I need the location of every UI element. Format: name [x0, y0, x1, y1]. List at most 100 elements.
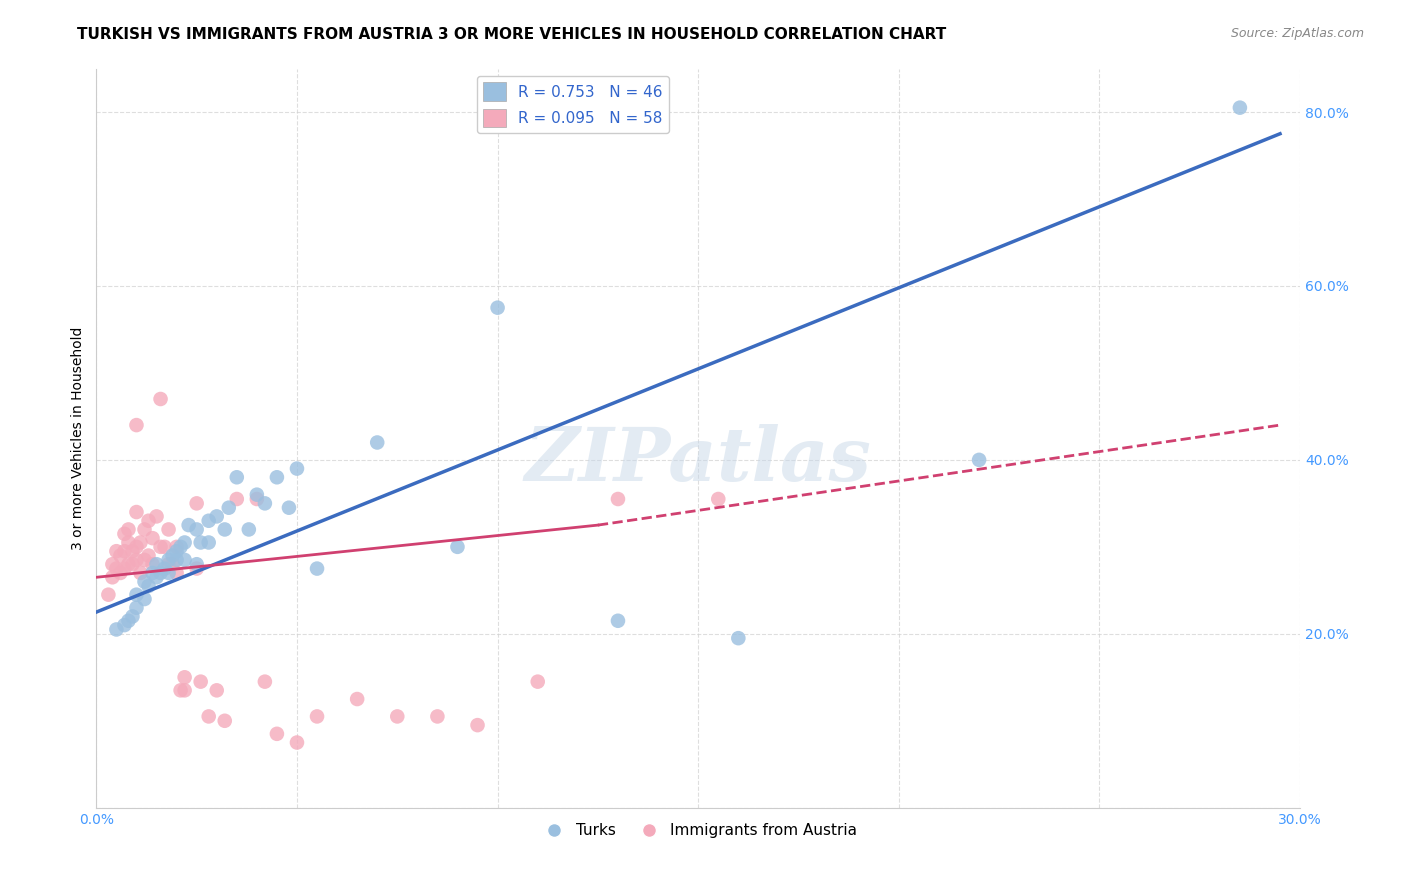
Point: [153, 561, 176, 575]
Point: [967, 453, 990, 467]
Point: [125, 418, 148, 433]
Legend: Turks, Immigrants from Austria: Turks, Immigrants from Austria: [533, 817, 863, 845]
Point: [149, 566, 172, 580]
Point: [105, 544, 128, 558]
Point: [225, 470, 247, 484]
Point: [246, 491, 269, 506]
Point: [117, 558, 139, 572]
Point: [467, 718, 489, 732]
Point: [157, 523, 180, 537]
Point: [101, 558, 124, 572]
Point: [162, 549, 184, 563]
Point: [238, 523, 260, 537]
Point: [166, 544, 188, 558]
Point: [173, 535, 195, 549]
Point: [387, 709, 409, 723]
Point: [607, 614, 630, 628]
Point: [145, 558, 167, 572]
Point: [166, 553, 188, 567]
Point: [157, 558, 180, 572]
Point: [141, 566, 163, 580]
Point: [138, 579, 160, 593]
Point: [125, 600, 148, 615]
Point: [114, 544, 136, 558]
Point: [169, 540, 191, 554]
Point: [149, 392, 172, 406]
Point: [305, 709, 328, 723]
Point: [129, 535, 152, 549]
Point: [205, 509, 228, 524]
Point: [117, 614, 139, 628]
Point: [125, 553, 148, 567]
Point: [253, 674, 276, 689]
Point: [117, 523, 139, 537]
Point: [157, 566, 180, 580]
Point: [197, 709, 219, 723]
Point: [225, 491, 247, 506]
Point: [426, 709, 449, 723]
Point: [166, 540, 188, 554]
Point: [305, 561, 328, 575]
Text: TURKISH VS IMMIGRANTS FROM AUSTRIA 3 OR MORE VEHICLES IN HOUSEHOLD CORRELATION C: TURKISH VS IMMIGRANTS FROM AUSTRIA 3 OR …: [77, 27, 946, 42]
Point: [1229, 101, 1251, 115]
Point: [114, 526, 136, 541]
Y-axis label: 3 or more Vehicles in Household: 3 or more Vehicles in Household: [72, 326, 86, 549]
Point: [121, 609, 143, 624]
Point: [253, 496, 276, 510]
Point: [125, 588, 148, 602]
Point: [121, 544, 143, 558]
Point: [486, 301, 509, 315]
Point: [105, 561, 128, 575]
Point: [205, 683, 228, 698]
Point: [134, 523, 156, 537]
Point: [173, 670, 195, 684]
Point: [190, 674, 212, 689]
Point: [446, 540, 468, 554]
Point: [110, 549, 132, 563]
Point: [138, 514, 160, 528]
Point: [157, 553, 180, 567]
Point: [101, 570, 124, 584]
Point: [190, 535, 212, 549]
Point: [186, 558, 208, 572]
Point: [366, 435, 388, 450]
Point: [134, 553, 156, 567]
Point: [105, 623, 128, 637]
Point: [526, 674, 548, 689]
Point: [727, 631, 749, 645]
Point: [138, 549, 160, 563]
Point: [117, 535, 139, 549]
Point: [197, 514, 219, 528]
Point: [197, 535, 219, 549]
Point: [173, 553, 195, 567]
Point: [129, 566, 152, 580]
Point: [145, 570, 167, 584]
Point: [153, 540, 176, 554]
Point: [134, 592, 156, 607]
Point: [285, 735, 308, 749]
Point: [266, 727, 288, 741]
Point: [145, 509, 167, 524]
Point: [114, 561, 136, 575]
Point: [125, 540, 148, 554]
Text: ZIPatlas: ZIPatlas: [524, 424, 872, 497]
Point: [346, 692, 368, 706]
Point: [166, 566, 188, 580]
Point: [141, 531, 163, 545]
Point: [173, 683, 195, 698]
Point: [141, 558, 163, 572]
Point: [186, 523, 208, 537]
Point: [186, 561, 208, 575]
Point: [134, 574, 156, 589]
Point: [114, 618, 136, 632]
Point: [125, 505, 148, 519]
Point: [214, 714, 236, 728]
Point: [149, 540, 172, 554]
Point: [177, 518, 200, 533]
Point: [607, 491, 630, 506]
Point: [278, 500, 301, 515]
Point: [162, 558, 184, 572]
Point: [121, 558, 143, 572]
Point: [214, 523, 236, 537]
Point: [169, 683, 191, 698]
